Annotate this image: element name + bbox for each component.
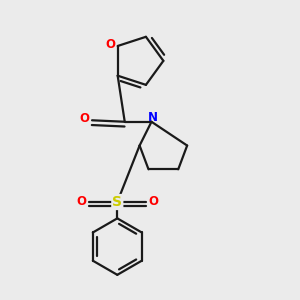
Text: N: N: [148, 111, 158, 124]
Text: O: O: [105, 38, 115, 51]
Text: O: O: [76, 195, 86, 208]
Text: O: O: [80, 112, 90, 125]
Text: O: O: [148, 195, 159, 208]
Text: S: S: [112, 195, 122, 209]
